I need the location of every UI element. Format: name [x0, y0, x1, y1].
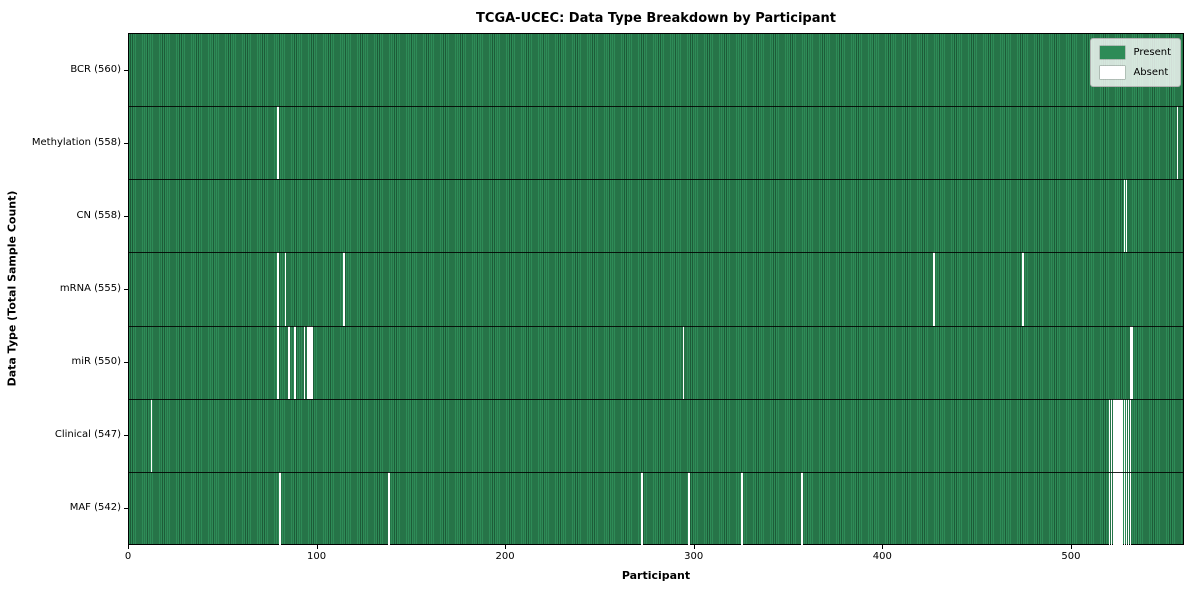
absent-stripe [307, 325, 309, 399]
x-tick-mark [505, 545, 507, 549]
absent-stripe [388, 471, 390, 545]
y-tick-mark [124, 362, 128, 364]
absent-stripe [1123, 179, 1126, 253]
legend-entry: Present [1100, 46, 1171, 59]
absent-stripe [343, 252, 345, 326]
absent-stripe [1125, 471, 1128, 545]
y-tick-label: CN (558) [76, 209, 121, 221]
absent-stripe [1110, 471, 1113, 545]
row-separator [128, 106, 1184, 108]
absent-stripe [1127, 471, 1130, 545]
absent-stripe [309, 325, 311, 399]
x-tick-label: 0 [124, 551, 132, 562]
absent-stripe [1129, 471, 1131, 545]
y-tick-mark [124, 435, 128, 437]
absent-stripe [1116, 398, 1118, 472]
x-tick-mark [316, 545, 318, 549]
row-separator [128, 252, 1184, 254]
row-separator [128, 398, 1184, 400]
y-tick-label: mRNA (555) [59, 283, 121, 294]
x-tick-label: 500 [1061, 551, 1081, 562]
absent-stripe [1131, 325, 1133, 399]
absent-stripe [1123, 471, 1126, 545]
y-tick-mark [124, 142, 128, 144]
y-tick-mark [124, 508, 128, 510]
absent-stripe [277, 106, 279, 180]
legend-entry: Absent [1100, 66, 1171, 79]
x-tick-mark [693, 545, 695, 549]
absent-stripe [1114, 471, 1116, 545]
absent-stripe [1110, 398, 1113, 472]
absent-stripe [688, 471, 690, 545]
absent-stripe [1121, 471, 1124, 545]
absent-stripe [284, 252, 287, 326]
row-separator [128, 471, 1184, 473]
y-tick-mark [124, 215, 128, 217]
absent-stripe [1129, 325, 1131, 399]
x-tick-label: 200 [495, 551, 515, 562]
y-tick-label: miR (550) [71, 356, 121, 368]
y-tick-label: Methylation (558) [31, 136, 121, 148]
y-tick-mark [124, 69, 128, 71]
legend: Present Absent [1090, 38, 1181, 87]
absent-stripe [311, 325, 313, 399]
y-tick-label: MAF (542) [69, 502, 121, 514]
absent-stripe [303, 325, 306, 399]
x-tick-mark [128, 545, 129, 549]
absent-stripe [1125, 179, 1128, 253]
absent-stripe [801, 471, 803, 545]
plot-area [128, 33, 1184, 545]
absent-stripe [1120, 398, 1122, 472]
legend-label: Absent [1133, 67, 1169, 78]
row-separator [128, 179, 1184, 181]
absent-stripe [294, 325, 296, 399]
absent-stripe [1112, 471, 1115, 545]
x-axis-label: Participant [621, 569, 691, 582]
absent-stripe [1022, 252, 1024, 326]
absent-stripe [682, 325, 685, 399]
absent-stripe [1176, 106, 1179, 180]
absent-stripe [1121, 398, 1124, 472]
absent-stripe [1123, 398, 1126, 472]
x-tick-mark [1070, 545, 1072, 549]
absent-stripe [1108, 398, 1111, 472]
absent-stripe [1125, 398, 1128, 472]
x-tick-mark [882, 545, 884, 549]
y-tick-mark [124, 289, 128, 290]
x-tick-label: 100 [307, 551, 327, 562]
absent-stripe [1114, 398, 1116, 472]
y-tick-label: Clinical (547) [54, 429, 121, 441]
absent-stripe [279, 471, 281, 545]
absent-stripe [288, 325, 290, 399]
row-separator [128, 325, 1184, 327]
x-tick-label: 300 [684, 551, 704, 562]
absent-stripe [1108, 471, 1111, 545]
absent-stripe [277, 325, 279, 399]
absent-stripe [1118, 471, 1120, 545]
absent-stripe [1129, 398, 1131, 472]
legend-swatch-icon [1100, 46, 1126, 59]
chart-title: TCGA-UCEC: Data Type Breakdown by Partic… [476, 11, 836, 26]
absent-stripe [1118, 398, 1120, 472]
absent-stripe [741, 471, 743, 545]
absent-stripe [1116, 471, 1118, 545]
absent-stripe [1127, 398, 1130, 472]
absent-stripe [933, 252, 935, 326]
x-tick-label: 400 [872, 551, 892, 562]
legend-swatch-icon [1100, 66, 1126, 79]
absent-stripe [641, 471, 643, 545]
y-tick-label: BCR (560) [70, 63, 121, 75]
absent-stripe [1120, 471, 1122, 545]
absent-stripe [1112, 398, 1115, 472]
legend-label: Present [1133, 47, 1171, 58]
absent-stripe [277, 252, 279, 326]
absent-stripe [150, 398, 153, 472]
